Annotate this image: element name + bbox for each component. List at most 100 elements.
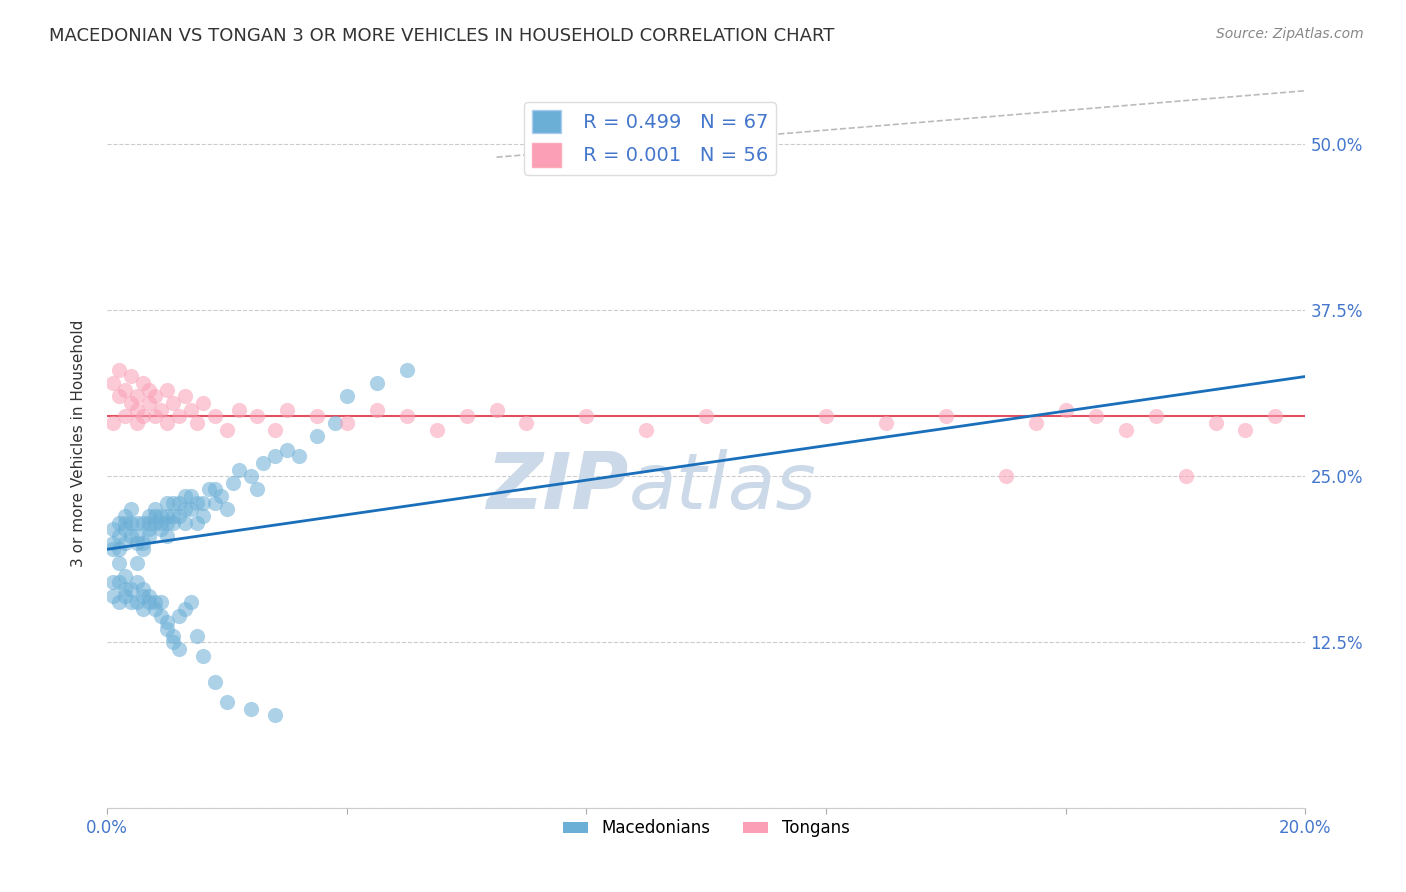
Point: [150, 516, 173, 530]
Point: [108, 516, 131, 530]
Point: [156, 615, 179, 630]
Point: [143, 509, 166, 524]
Point: [132, 535, 155, 549]
Point: [366, 402, 388, 417]
Point: [167, 642, 190, 657]
Point: [636, 423, 658, 437]
Point: [167, 608, 190, 623]
Point: [156, 496, 179, 510]
Point: [150, 509, 173, 524]
Y-axis label: 3 or more Vehicles in Household: 3 or more Vehicles in Household: [72, 319, 86, 566]
Point: [186, 416, 208, 430]
Point: [138, 529, 160, 543]
Point: [132, 516, 155, 530]
Point: [204, 496, 226, 510]
Point: [132, 376, 155, 391]
Point: [875, 416, 897, 430]
Point: [204, 675, 226, 690]
Point: [125, 416, 148, 430]
Point: [263, 449, 285, 463]
Point: [162, 635, 184, 649]
Point: [143, 602, 166, 616]
Point: [485, 402, 508, 417]
Point: [143, 595, 166, 609]
Point: [239, 469, 262, 483]
Text: atlas: atlas: [628, 449, 817, 524]
Point: [456, 409, 478, 424]
Point: [138, 396, 160, 410]
Point: [132, 582, 155, 596]
Point: [815, 409, 838, 424]
Point: [1144, 409, 1167, 424]
Point: [150, 608, 173, 623]
Point: [120, 582, 142, 596]
Point: [1174, 469, 1197, 483]
Point: [395, 363, 418, 377]
Point: [125, 535, 148, 549]
Point: [101, 416, 124, 430]
Point: [180, 489, 202, 503]
Point: [180, 402, 202, 417]
Point: [174, 489, 197, 503]
Point: [156, 529, 179, 543]
Point: [101, 376, 124, 391]
Text: MACEDONIAN VS TONGAN 3 OR MORE VEHICLES IN HOUSEHOLD CORRELATION CHART: MACEDONIAN VS TONGAN 3 OR MORE VEHICLES …: [49, 27, 835, 45]
Point: [1054, 402, 1077, 417]
Point: [191, 648, 214, 663]
Point: [138, 516, 160, 530]
Point: [204, 409, 226, 424]
Point: [114, 509, 136, 524]
Point: [150, 402, 173, 417]
Point: [143, 389, 166, 403]
Point: [305, 409, 328, 424]
Point: [288, 449, 311, 463]
Point: [174, 516, 197, 530]
Point: [323, 416, 346, 430]
Point: [156, 383, 179, 397]
Point: [114, 522, 136, 536]
Point: [276, 442, 298, 457]
Point: [1115, 423, 1137, 437]
Point: [125, 556, 148, 570]
Text: ZIP: ZIP: [486, 449, 628, 524]
Point: [138, 589, 160, 603]
Point: [101, 535, 124, 549]
Point: [263, 423, 285, 437]
Point: [186, 496, 208, 510]
Point: [305, 429, 328, 443]
Point: [994, 469, 1017, 483]
Point: [108, 556, 131, 570]
Point: [120, 595, 142, 609]
Point: [252, 456, 274, 470]
Point: [150, 595, 173, 609]
Point: [132, 602, 155, 616]
Point: [156, 516, 179, 530]
Point: [132, 409, 155, 424]
Point: [125, 389, 148, 403]
Point: [125, 529, 148, 543]
Point: [125, 516, 148, 530]
Point: [174, 602, 197, 616]
Point: [515, 416, 537, 430]
Point: [101, 542, 124, 557]
Point: [1205, 416, 1227, 430]
Point: [180, 595, 202, 609]
Point: [395, 409, 418, 424]
Point: [120, 396, 142, 410]
Point: [336, 416, 359, 430]
Point: [191, 496, 214, 510]
Point: [174, 389, 197, 403]
Point: [150, 522, 173, 536]
Point: [191, 509, 214, 524]
Point: [125, 575, 148, 590]
Point: [162, 509, 184, 524]
Point: [366, 376, 388, 391]
Point: [162, 496, 184, 510]
Point: [132, 542, 155, 557]
Point: [114, 569, 136, 583]
Point: [138, 383, 160, 397]
Point: [114, 409, 136, 424]
Point: [215, 695, 238, 709]
Point: [120, 369, 142, 384]
Point: [125, 595, 148, 609]
